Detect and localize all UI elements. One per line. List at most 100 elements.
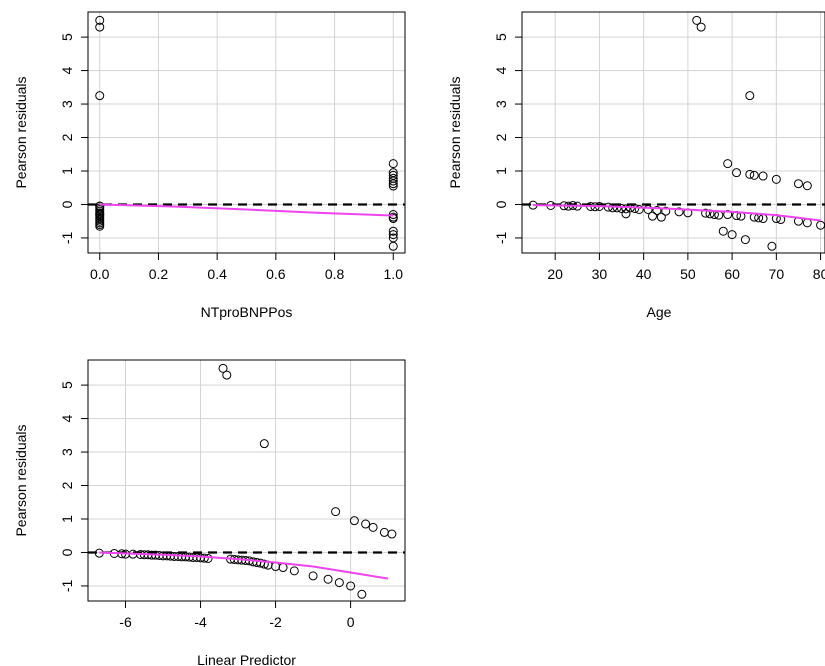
y-tick-label: 0 — [493, 200, 509, 208]
y-tick-label: 1 — [59, 167, 75, 175]
residual-point — [387, 529, 397, 539]
plot-area — [522, 15, 825, 251]
residual-point — [331, 507, 341, 517]
residual-point — [368, 522, 378, 532]
residual-point — [388, 181, 398, 191]
residual-point — [740, 235, 750, 245]
residual-point — [323, 574, 333, 584]
y-tick-label: 1 — [59, 515, 75, 523]
x-tick-label: 80 — [813, 266, 825, 282]
residual-point — [692, 15, 702, 25]
smooth-trend-line — [99, 203, 394, 217]
y-tick-label: 3 — [493, 100, 509, 108]
y-tick-label: 2 — [493, 133, 509, 141]
residual-point — [388, 226, 398, 236]
smooth-trend-line — [533, 204, 821, 222]
plot-frame — [87, 359, 406, 602]
residual-point — [334, 578, 344, 588]
residual-point — [727, 230, 737, 240]
residual-point — [388, 230, 398, 240]
x-tick-label: 40 — [636, 266, 652, 282]
residual-point — [745, 91, 755, 101]
y-axis-label: Pearson residuals — [13, 424, 29, 536]
residual-point — [723, 210, 733, 220]
residual-point — [346, 581, 356, 591]
residual-point — [199, 553, 209, 563]
x-axis-label: Age — [647, 304, 672, 320]
residual-point — [259, 439, 269, 449]
residual-point — [388, 241, 398, 251]
y-tick-label: 2 — [59, 481, 75, 489]
residual-point — [95, 91, 105, 101]
x-tick-label: 20 — [547, 266, 563, 282]
residual-point — [95, 15, 105, 25]
x-tick-label: -4 — [194, 614, 207, 630]
residual-point — [621, 204, 631, 214]
residual-point — [758, 171, 768, 181]
y-tick-label: 3 — [59, 448, 75, 456]
residual-point — [357, 589, 367, 599]
residual-point — [361, 519, 371, 529]
residual-point — [95, 221, 105, 231]
plot-area — [88, 15, 405, 251]
residual-point — [617, 203, 627, 213]
x-tick-label: 0.6 — [266, 266, 286, 282]
residual-point — [203, 553, 213, 563]
y-tick-label: 5 — [59, 381, 75, 389]
residual-point — [643, 204, 653, 214]
y-tick-label: 5 — [59, 33, 75, 41]
y-axis-label: Pearson residuals — [447, 76, 463, 188]
y-tick-label: -1 — [59, 580, 75, 593]
residual-point — [723, 159, 733, 169]
residual-point — [771, 174, 781, 184]
residual-point — [289, 566, 299, 576]
residual-point — [656, 212, 666, 222]
x-tick-label: 0.4 — [207, 266, 227, 282]
residual-point — [661, 206, 671, 216]
residual-point — [647, 211, 657, 221]
x-tick-label: 0.8 — [325, 266, 345, 282]
residual-point — [652, 205, 662, 215]
panel-age: 20 30 40 50 60 70 80 -1 0 1 2 3 4 5 Age Pearson residua… — [447, 11, 825, 320]
panel-linear-predictor: -6 -4 -2 0 -1 0 1 2 3 4 5 Linear Predictor Pearson r… — [13, 359, 406, 666]
plot-area — [88, 363, 405, 599]
y-tick-label: 0 — [59, 200, 75, 208]
residual-point — [379, 527, 389, 537]
residual-point — [718, 226, 728, 236]
y-axis-label: Pearson residuals — [13, 76, 29, 188]
residual-point — [349, 516, 359, 526]
y-tick-label: 4 — [59, 66, 75, 74]
residual-point — [388, 179, 398, 189]
residual-point — [701, 208, 711, 218]
residual-point — [802, 181, 812, 191]
x-tick-label: 70 — [769, 266, 785, 282]
y-tick-label: 4 — [59, 414, 75, 422]
residual-point — [95, 210, 105, 220]
plot-frame — [521, 11, 825, 254]
y-tick-label: 0 — [59, 548, 75, 556]
residual-point — [222, 370, 232, 380]
residual-point — [767, 241, 777, 251]
residual-point — [732, 168, 742, 178]
residual-point — [259, 559, 269, 569]
x-tick-label: -6 — [119, 614, 132, 630]
y-tick-label: 1 — [493, 167, 509, 175]
x-axis-label: Linear Predictor — [197, 652, 296, 666]
x-tick-label: 0 — [347, 614, 355, 630]
smooth-trend-line — [99, 551, 389, 580]
x-tick-label: -2 — [269, 614, 282, 630]
residual-point — [218, 363, 228, 373]
x-tick-label: 0.0 — [90, 266, 110, 282]
y-tick-label: -1 — [493, 232, 509, 245]
y-tick-label: 5 — [493, 33, 509, 41]
residual-point — [674, 207, 684, 217]
residual-point — [793, 179, 803, 189]
x-tick-label: 30 — [592, 266, 608, 282]
x-tick-label: 50 — [680, 266, 696, 282]
x-tick-label: 0.2 — [149, 266, 169, 282]
residual-point — [608, 203, 618, 213]
y-tick-label: 4 — [493, 66, 509, 74]
residual-point — [95, 22, 105, 32]
y-tick-label: 2 — [59, 133, 75, 141]
